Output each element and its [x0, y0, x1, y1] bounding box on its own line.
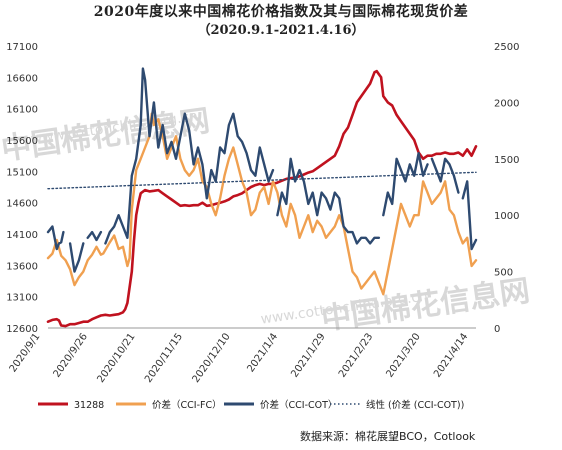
y-right-tick-label: 1000 — [494, 211, 519, 222]
x-tick-label: 2020/11/15 — [143, 331, 185, 385]
x-tick-label: 2021/4/14 — [432, 331, 470, 379]
x-tick-label: 2020/9/26 — [52, 331, 90, 379]
y-right-tick-label: 500 — [494, 268, 513, 279]
y-left-tick-label: 12600 — [6, 324, 38, 335]
x-tick-label: 2021/3/20 — [384, 331, 422, 379]
legend-label-1: 31288 — [74, 400, 104, 411]
y-right-tick-label: 1500 — [494, 155, 519, 166]
chart-title: 2020年度以来中国棉花价格指数及其与国际棉花现货价差 — [93, 4, 469, 20]
y-left-tick-label: 13100 — [6, 293, 38, 304]
series-line-2 — [46, 112, 478, 296]
y-left-tick-label: 15600 — [6, 136, 38, 147]
y-right-tick-label: 0 — [494, 324, 500, 335]
series-line-4 — [47, 171, 477, 190]
y-left-tick-label: 15100 — [6, 167, 38, 178]
series-line-1 — [46, 69, 478, 328]
legend-label-2: 价差（CCI-FC） — [152, 399, 222, 411]
y-left-tick-label: 16600 — [6, 73, 38, 84]
y-left-tick-label: 17100 — [6, 42, 38, 53]
x-tick-label: 2020/12/10 — [191, 331, 233, 385]
x-tick-label: 2021/1/29 — [289, 331, 327, 379]
y-right-tick-label: 2500 — [494, 42, 519, 53]
series-line-3 — [46, 67, 478, 273]
x-tick-label: 2021/2/23 — [337, 331, 375, 379]
data-source: 数据来源：棉花展望BCO，Cotlook — [300, 430, 476, 443]
chart-subtitle: （2020.9.1-2021.4.16） — [197, 23, 365, 38]
x-tick-label: 2020/9/1 — [8, 331, 43, 374]
chart-title-block: 2020年度以来中国棉花价格指数及其与国际棉花现货价差 （2020.9.1-20… — [0, 2, 562, 40]
y-left-tick-label: 16100 — [6, 105, 38, 116]
y-left-tick-label: 14100 — [6, 230, 38, 241]
y-left-tick-label: 13600 — [6, 261, 38, 272]
x-tick-label: 2020/10/21 — [95, 331, 137, 385]
y-right-tick-label: 2000 — [494, 98, 519, 109]
legend-label-3: 价差（CCI-COT） — [260, 399, 337, 411]
x-tick-label: 2021/1/4 — [245, 331, 280, 374]
y-left-tick-label: 14600 — [6, 199, 38, 210]
legend-label-4: 线性 (价差 (CCI-COT)) — [366, 399, 464, 411]
